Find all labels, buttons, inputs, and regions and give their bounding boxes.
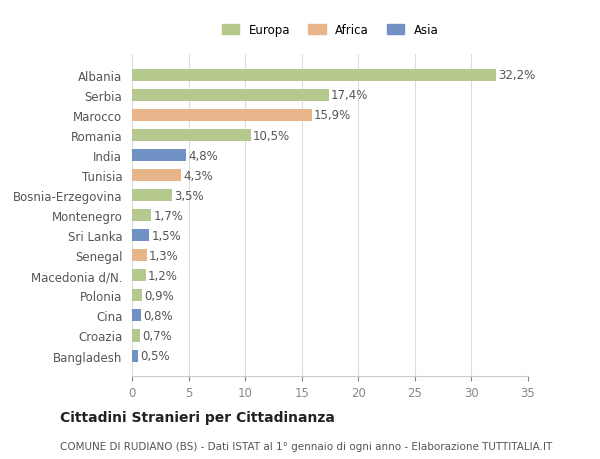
Text: 1,7%: 1,7%	[154, 209, 184, 222]
Bar	[132, 270, 146, 282]
Bar	[132, 330, 140, 342]
Bar	[132, 70, 496, 82]
Text: 0,8%: 0,8%	[143, 309, 173, 322]
Bar	[132, 110, 312, 122]
Text: Cittadini Stranieri per Cittadinanza: Cittadini Stranieri per Cittadinanza	[60, 411, 335, 425]
Text: 0,5%: 0,5%	[140, 349, 170, 362]
Text: 4,8%: 4,8%	[188, 149, 218, 162]
Bar	[132, 130, 251, 142]
Text: 17,4%: 17,4%	[331, 89, 368, 102]
Text: 15,9%: 15,9%	[314, 109, 352, 122]
Bar	[132, 90, 329, 102]
Bar	[132, 170, 181, 182]
Text: 1,3%: 1,3%	[149, 249, 179, 262]
Text: 10,5%: 10,5%	[253, 129, 290, 142]
Text: 32,2%: 32,2%	[499, 69, 536, 82]
Text: 1,2%: 1,2%	[148, 269, 178, 282]
Bar	[132, 210, 151, 222]
Text: 4,3%: 4,3%	[183, 169, 212, 182]
Bar	[132, 150, 187, 162]
Text: 3,5%: 3,5%	[174, 189, 203, 202]
Bar	[132, 190, 172, 202]
Text: 0,9%: 0,9%	[145, 289, 174, 302]
Bar	[132, 310, 141, 322]
Bar	[132, 350, 137, 362]
Bar	[132, 290, 142, 302]
Text: 0,7%: 0,7%	[142, 329, 172, 342]
Text: 1,5%: 1,5%	[151, 229, 181, 242]
Bar	[132, 230, 149, 242]
Bar	[132, 250, 147, 262]
Legend: Europa, Africa, Asia: Europa, Africa, Asia	[217, 19, 443, 42]
Text: COMUNE DI RUDIANO (BS) - Dati ISTAT al 1° gennaio di ogni anno - Elaborazione TU: COMUNE DI RUDIANO (BS) - Dati ISTAT al 1…	[60, 441, 552, 451]
